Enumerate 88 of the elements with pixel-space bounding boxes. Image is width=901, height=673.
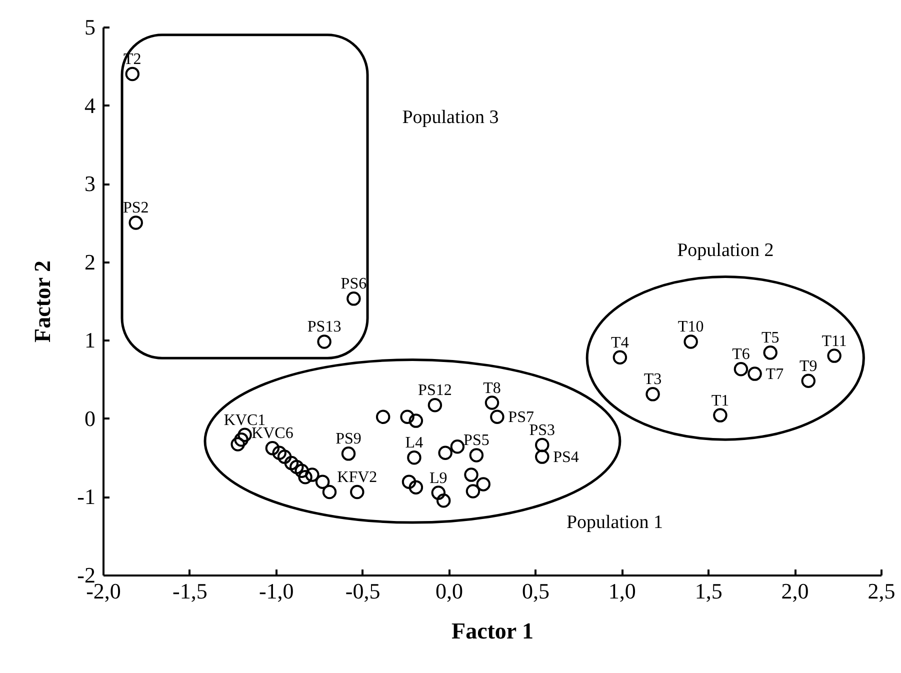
point [272,446,286,460]
annotation: T11 [822,332,847,350]
annotation: PS5 [464,432,490,450]
x-tick-label: 1,0 [608,578,636,604]
point [466,484,480,498]
point [407,450,422,465]
point [535,438,550,452]
point [408,480,424,494]
annotation: L9 [430,470,448,487]
point [436,494,451,508]
x-tick-label: -0,5 [345,578,380,604]
annotation: T1 [711,392,730,410]
point [801,374,816,388]
point [684,334,698,349]
point [238,428,252,442]
x-tick-label: 0,5 [522,578,550,604]
point [376,410,390,424]
y-tick-label: 4 [84,92,96,118]
y-tick-label: -1 [77,484,96,510]
point [469,448,484,462]
annotation: T5 [761,330,780,347]
annotation: T4 [611,334,629,352]
point [450,440,465,454]
point [827,348,842,363]
point [484,396,500,410]
x-tick-label: 1,5 [694,578,722,604]
point [400,410,414,424]
point [612,350,628,364]
annotation: T9 [799,358,818,375]
y-tick-label: 3 [84,171,96,196]
annotation: T8 [483,380,501,397]
annotation: PS12 [418,382,452,400]
annotation: PS9 [336,430,362,448]
y-axis-title: Factor 2 [30,260,56,342]
x-tick-label: 2,0 [781,578,809,604]
point [438,446,452,460]
point [476,477,490,492]
point [464,468,478,482]
point [322,484,337,500]
annotation: L4 [405,434,424,452]
annotation: T7 [766,366,784,383]
point [713,408,728,422]
annotation: PS13 [307,318,342,336]
x-tick-label: -1,5 [172,578,208,604]
point [290,460,304,474]
annotation: Population 2 [677,240,774,262]
point [408,414,424,428]
point [763,346,778,360]
y-tick-label: 5 [84,14,96,40]
annotation: T10 [678,318,704,336]
annotation: PS4 [553,448,579,466]
point [490,410,504,424]
annotation: PS6 [340,276,367,293]
point [230,437,245,452]
point [298,470,312,484]
x-tick-label: -1,0 [258,578,294,604]
point [748,366,762,381]
point [294,464,309,478]
point [341,446,356,461]
point [734,362,748,376]
x-axis-title: Factor 1 [452,618,534,644]
point [535,450,550,464]
annotation: Population 1 [566,512,664,533]
x-tick-label: 2,5 [868,578,896,604]
point [646,387,660,402]
point [317,334,332,349]
point [284,456,299,470]
point [277,450,292,464]
annotation: KFV2 [337,469,378,486]
point [431,486,446,500]
annotation: PS2 [122,200,149,217]
x-tick-label: 0,0 [436,578,464,604]
point [128,216,143,230]
point [350,484,364,500]
annotation: T6 [732,346,750,364]
y-tick-label: 0 [84,406,96,431]
point [428,398,442,412]
point [234,432,248,447]
y-tick-label: 1 [84,328,96,353]
annotation: T3 [644,371,662,388]
point [265,441,280,456]
y-tick-label: 2 [84,249,96,274]
point [346,292,361,306]
point [305,468,320,482]
annotation: Population 3 [402,107,499,128]
point [125,66,140,82]
point [402,474,416,489]
point [315,474,330,489]
